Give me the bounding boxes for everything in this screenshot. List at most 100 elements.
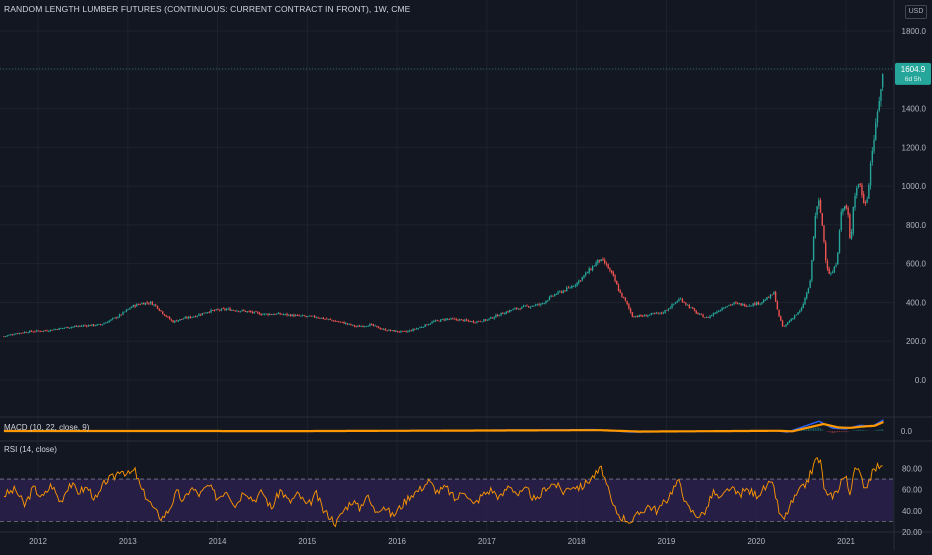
candle-body	[360, 326, 362, 327]
candle	[103, 322, 105, 325]
candle-body	[875, 122, 877, 140]
candle	[196, 315, 198, 318]
candle	[667, 308, 670, 312]
candle-body	[628, 304, 630, 309]
rsi-tick-20: 20.00	[902, 528, 923, 537]
candle-body	[96, 324, 98, 326]
candle-body	[671, 304, 673, 308]
candle-body	[420, 327, 423, 328]
candle-body	[208, 312, 211, 313]
candle	[460, 319, 463, 321]
candle	[220, 308, 223, 312]
candle-body	[139, 304, 141, 306]
candle-body	[258, 312, 261, 315]
candle	[809, 279, 811, 289]
candle-body	[585, 272, 587, 276]
candle	[830, 271, 832, 276]
candle-body	[293, 314, 295, 317]
candle-body	[436, 320, 438, 322]
candle	[343, 321, 345, 324]
candle	[695, 310, 697, 314]
candle-body	[629, 308, 632, 313]
candle	[655, 311, 658, 314]
candle	[65, 326, 67, 329]
candle	[30, 330, 33, 332]
candle	[476, 320, 478, 324]
candle	[350, 323, 352, 326]
candle	[488, 318, 490, 321]
candle	[317, 316, 319, 319]
candle-body	[324, 318, 326, 320]
candle	[72, 326, 74, 329]
candle	[458, 318, 461, 321]
candle	[67, 326, 69, 329]
candle	[162, 311, 164, 315]
candle-body	[787, 322, 789, 325]
candle	[73, 325, 76, 328]
candle-body	[42, 330, 45, 332]
price-tick-400: 400.0	[906, 298, 927, 307]
candle-body	[75, 326, 78, 327]
candle	[567, 285, 570, 289]
candle-body	[412, 328, 414, 332]
candle	[515, 307, 518, 311]
rsi-label: RSI (14, close)	[4, 445, 57, 454]
candle	[496, 313, 499, 317]
candle	[410, 329, 413, 332]
candle	[357, 324, 359, 328]
candle	[49, 329, 52, 332]
candle	[724, 306, 727, 309]
candle	[3, 336, 5, 338]
candle	[621, 292, 623, 298]
candle-body	[864, 202, 867, 204]
candle-body	[500, 312, 502, 316]
candle-body	[396, 330, 399, 332]
candle-body	[341, 321, 343, 323]
candle	[700, 313, 703, 316]
candle	[417, 327, 419, 330]
candle	[593, 265, 596, 267]
candle	[110, 319, 112, 322]
candle	[723, 307, 725, 310]
candle	[598, 259, 601, 264]
candle	[129, 307, 131, 311]
candle-body	[146, 302, 148, 304]
candle-body	[515, 307, 518, 309]
candle-body	[536, 304, 539, 305]
candle-body	[824, 242, 827, 261]
candle	[553, 293, 556, 297]
candle	[286, 312, 288, 317]
candle-body	[84, 325, 86, 327]
candle-body	[402, 330, 404, 332]
currency-button[interactable]: USD	[905, 5, 927, 19]
candle	[631, 311, 634, 318]
candle-body	[528, 306, 530, 308]
candle-body	[769, 294, 772, 298]
candle-body	[840, 211, 842, 231]
candle	[503, 312, 506, 315]
candle-body	[842, 208, 844, 213]
candle	[502, 311, 504, 315]
candle	[826, 258, 829, 272]
candle-body	[439, 319, 442, 322]
candle	[569, 286, 571, 289]
candle-body	[809, 280, 811, 289]
candle	[275, 313, 278, 315]
candle	[125, 308, 128, 313]
candle	[75, 325, 78, 327]
candle-body	[806, 292, 808, 299]
candle-body	[597, 259, 599, 264]
candle	[666, 309, 668, 311]
candle-body	[16, 333, 19, 335]
candle-body	[317, 317, 319, 319]
candle-body	[72, 326, 74, 328]
candle-body	[514, 308, 516, 309]
candle	[759, 303, 761, 306]
candle-body	[673, 303, 675, 305]
candle-body	[196, 315, 198, 317]
candle-body	[780, 316, 782, 321]
candle-body	[438, 320, 440, 322]
candle-body	[174, 320, 176, 323]
